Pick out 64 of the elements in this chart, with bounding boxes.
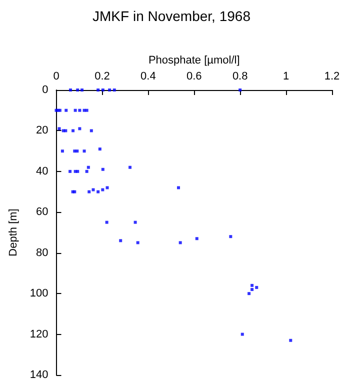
- y-tick-label: 20: [36, 124, 48, 137]
- point: [69, 88, 72, 92]
- point: [177, 186, 180, 190]
- point: [78, 108, 82, 112]
- point: [88, 190, 91, 194]
- point: [119, 239, 122, 242]
- point: [250, 288, 254, 291]
- point: [96, 88, 100, 92]
- point: [101, 88, 104, 92]
- point: [289, 338, 292, 342]
- point: [250, 284, 254, 287]
- point: [90, 129, 93, 132]
- point: [64, 108, 68, 112]
- point: [178, 241, 182, 244]
- point: [108, 88, 112, 92]
- point: [134, 220, 137, 224]
- point: [58, 127, 61, 130]
- y-tick-label: 120: [30, 328, 48, 340]
- point: [106, 186, 109, 190]
- point: [240, 332, 244, 336]
- point: [105, 220, 108, 224]
- x-tick-label: 1.2: [324, 70, 340, 82]
- x-tick-label: 0.2: [94, 70, 110, 82]
- y-tick-label: 80: [36, 246, 48, 259]
- point: [72, 129, 75, 132]
- point: [112, 88, 116, 92]
- point: [76, 150, 79, 153]
- point: [60, 150, 64, 153]
- point: [101, 188, 104, 192]
- point: [238, 88, 242, 92]
- x-tick-label: 0.6: [186, 70, 202, 82]
- point: [78, 127, 82, 130]
- point: [255, 286, 258, 289]
- y-tick-label: 100: [30, 288, 48, 300]
- y-tick-label: 60: [36, 206, 48, 218]
- x-tick-label: 0: [53, 70, 60, 82]
- point: [85, 108, 88, 112]
- x-tick-label: 0.4: [140, 70, 156, 82]
- point: [128, 166, 132, 169]
- point: [248, 292, 251, 296]
- point: [68, 170, 72, 173]
- chart-title: JMKF in November, 1968: [92, 8, 251, 24]
- point: [96, 190, 100, 194]
- point: [92, 188, 95, 192]
- y-tick-label: 0: [42, 84, 48, 96]
- point: [98, 148, 102, 151]
- point: [101, 168, 104, 171]
- y-tick-label: 140: [30, 369, 48, 381]
- point: [80, 88, 84, 92]
- point: [195, 237, 198, 240]
- point: [74, 108, 77, 112]
- point: [64, 129, 68, 132]
- point: [82, 150, 86, 153]
- y-axis-title: Depth [m]: [8, 208, 20, 256]
- x-axis-title: Phosphate [µmol/l]: [148, 54, 240, 67]
- point: [86, 166, 90, 169]
- x-tick-label: 1: [282, 70, 290, 82]
- point: [76, 88, 80, 92]
- point: [136, 241, 140, 244]
- point: [229, 235, 232, 238]
- point: [85, 170, 88, 173]
- x-tick-label: 0.8: [232, 70, 248, 82]
- point: [76, 170, 80, 173]
- y-tick-label: 40: [36, 165, 48, 178]
